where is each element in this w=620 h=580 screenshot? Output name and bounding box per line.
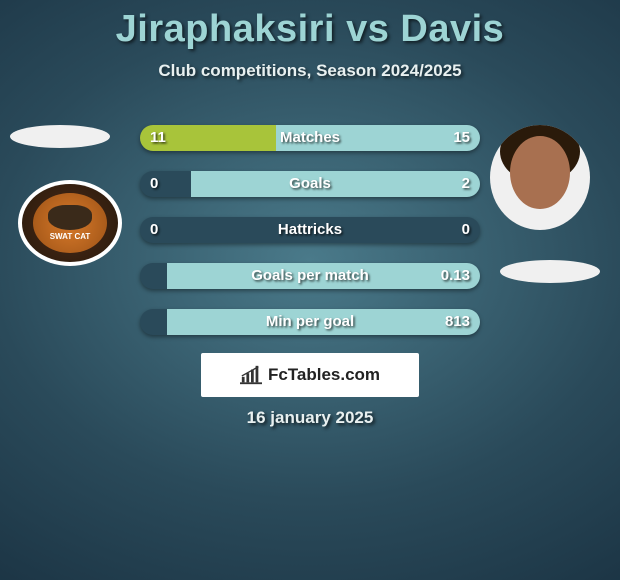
stat-row: 11Matches15 (140, 125, 480, 151)
stat-value-right: 0 (462, 217, 470, 243)
stat-row: 0Goals2 (140, 171, 480, 197)
stat-value-right: 813 (445, 309, 470, 335)
stat-row: Min per goal813 (140, 309, 480, 335)
stat-value-right: 0.13 (441, 263, 470, 289)
stat-value-right: 15 (453, 125, 470, 151)
brand-badge: FcTables.com (201, 353, 419, 397)
stats-container: 11Matches150Goals20Hattricks0Goals per m… (140, 125, 480, 355)
stat-row: Goals per match0.13 (140, 263, 480, 289)
bar-chart-icon (240, 365, 262, 385)
date-text: 16 january 2025 (0, 408, 620, 428)
page-title: Jiraphaksiri vs Davis (0, 0, 620, 51)
stat-label: Goals (140, 171, 480, 197)
stat-label: Goals per match (140, 263, 480, 289)
content: Jiraphaksiri vs Davis Club competitions,… (0, 0, 620, 580)
player-left-flag (10, 125, 110, 148)
stat-value-right: 2 (462, 171, 470, 197)
player-left-club-badge: SWAT CAT (18, 180, 122, 266)
stat-label: Matches (140, 125, 480, 151)
stat-row: 0Hattricks0 (140, 217, 480, 243)
stat-label: Hattricks (140, 217, 480, 243)
stat-label: Min per goal (140, 309, 480, 335)
player-right-flag (500, 260, 600, 283)
page-subtitle: Club competitions, Season 2024/2025 (0, 61, 620, 81)
player-right-photo (490, 125, 590, 230)
brand-text: FcTables.com (268, 365, 380, 385)
